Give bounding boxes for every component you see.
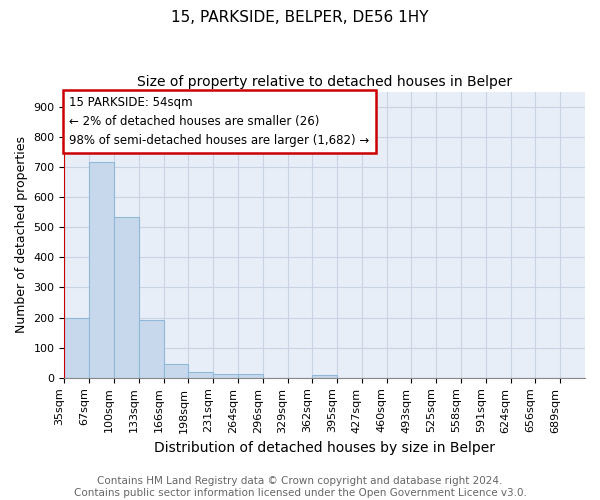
- Bar: [64, 318, 89, 378]
- Bar: [213, 374, 238, 378]
- Y-axis label: Number of detached properties: Number of detached properties: [15, 136, 28, 333]
- Title: Size of property relative to detached houses in Belper: Size of property relative to detached ho…: [137, 75, 512, 89]
- Bar: [114, 216, 139, 378]
- Bar: [313, 376, 337, 378]
- Text: 15 PARKSIDE: 54sqm
← 2% of detached houses are smaller (26)
98% of semi-detached: 15 PARKSIDE: 54sqm ← 2% of detached hous…: [70, 96, 370, 147]
- X-axis label: Distribution of detached houses by size in Belper: Distribution of detached houses by size …: [154, 441, 495, 455]
- Bar: [164, 364, 188, 378]
- Bar: [238, 374, 263, 378]
- Text: Contains HM Land Registry data © Crown copyright and database right 2024.
Contai: Contains HM Land Registry data © Crown c…: [74, 476, 526, 498]
- Bar: [188, 372, 213, 378]
- Text: 15, PARKSIDE, BELPER, DE56 1HY: 15, PARKSIDE, BELPER, DE56 1HY: [171, 10, 429, 25]
- Bar: [139, 320, 164, 378]
- Bar: [89, 162, 114, 378]
